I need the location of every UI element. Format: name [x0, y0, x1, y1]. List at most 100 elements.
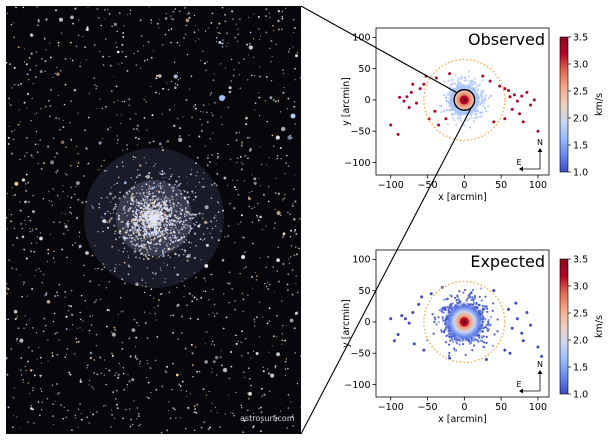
outer-star	[521, 120, 525, 124]
star-point	[456, 295, 459, 298]
outer-star	[492, 289, 496, 293]
colorbar-tick-label: 3.5	[573, 254, 588, 265]
star-point	[437, 321, 440, 324]
x-tick-label: 0	[461, 180, 467, 191]
outer-star	[484, 357, 488, 361]
star-point	[482, 101, 485, 104]
star-point	[448, 354, 451, 357]
outer-star	[402, 99, 406, 103]
star-point	[467, 70, 470, 73]
star-point	[467, 75, 470, 78]
colorbar	[559, 36, 569, 173]
star-point	[483, 305, 486, 308]
star-point	[471, 289, 475, 292]
star-point	[442, 110, 445, 113]
star-point	[468, 126, 472, 129]
star-point	[433, 320, 436, 324]
star-point	[440, 308, 443, 311]
star-point	[482, 308, 485, 311]
y-tick-label: 0	[364, 317, 370, 328]
outer-star	[525, 311, 529, 315]
star-point	[474, 83, 477, 86]
x-tick-label: −100	[378, 402, 404, 413]
star-point	[496, 330, 499, 333]
star-point	[482, 335, 485, 338]
star-point	[440, 105, 443, 108]
star-point	[485, 335, 488, 338]
background-stars	[5, 5, 302, 434]
outer-star	[514, 301, 518, 305]
star-point	[481, 111, 484, 114]
y-tick-label: −50	[350, 127, 370, 138]
y-tick-label: −100	[344, 380, 370, 391]
outer-star	[405, 95, 409, 99]
star-point	[459, 119, 463, 122]
star-point	[457, 298, 460, 301]
star-point	[463, 123, 466, 127]
x-axis-label: x [arcmin]	[438, 192, 487, 203]
outer-star	[520, 94, 524, 98]
y-tick-label: 100	[352, 33, 370, 44]
outer-star	[503, 87, 507, 91]
compass-east-label: E	[516, 380, 521, 389]
outer-star	[392, 339, 396, 343]
arrow-head-icon	[537, 370, 543, 374]
outer-star	[389, 123, 393, 127]
colorbar-label: km/s	[594, 315, 605, 338]
star-point	[435, 323, 438, 326]
star-point	[448, 87, 451, 91]
star-point	[431, 313, 434, 316]
star-point	[434, 318, 437, 321]
star-point	[476, 116, 479, 119]
colorbar-tick-label: 3.5	[573, 32, 588, 43]
y-axis-label: y [arcmin]	[341, 299, 352, 348]
outer-star	[396, 332, 400, 336]
outer-star	[515, 317, 519, 321]
outer-star	[400, 314, 404, 318]
outer-star	[492, 120, 496, 124]
x-axis-label: x [arcmin]	[438, 414, 487, 425]
star-point	[462, 291, 465, 294]
star-point	[481, 97, 484, 100]
compass-east-label: E	[516, 158, 521, 167]
star-point	[481, 336, 484, 339]
star-point	[446, 297, 449, 300]
star-point	[481, 104, 485, 107]
star-point	[443, 94, 446, 97]
star-point	[486, 323, 489, 326]
outer-star	[520, 331, 524, 335]
star-point	[463, 79, 466, 82]
star-point	[459, 117, 462, 120]
star-point	[467, 294, 470, 297]
star-point	[472, 83, 475, 86]
star-point	[481, 89, 485, 92]
compass: NE	[516, 360, 543, 394]
star-point	[455, 123, 458, 126]
observed-panel: −100 −50 0 50 100 −100 −50 0 50 100 x [arcmin] y [a…	[341, 27, 605, 203]
outer-star	[398, 95, 402, 99]
outer-star	[532, 98, 536, 102]
star-point	[465, 299, 468, 302]
star-point	[496, 318, 499, 321]
outer-star	[503, 117, 507, 121]
outer-star	[424, 74, 428, 78]
outer-star	[508, 351, 512, 355]
star-point	[468, 80, 471, 83]
star-point	[469, 82, 473, 85]
outer-star	[411, 82, 415, 86]
y-tick-label: 50	[358, 64, 370, 75]
outer-star	[389, 317, 393, 321]
star-point	[480, 93, 483, 96]
star-point	[457, 76, 460, 80]
star-point	[443, 330, 446, 333]
colorbar-tick-label: 1.0	[573, 167, 588, 178]
star-point	[492, 302, 495, 305]
star-point	[471, 296, 474, 299]
star-point	[451, 82, 454, 85]
star-point	[491, 309, 494, 312]
outer-star	[429, 292, 433, 296]
star-point	[447, 79, 450, 82]
outer-star	[510, 107, 514, 111]
x-tick-label: 100	[529, 402, 547, 413]
y-tick-label: 50	[358, 286, 370, 297]
